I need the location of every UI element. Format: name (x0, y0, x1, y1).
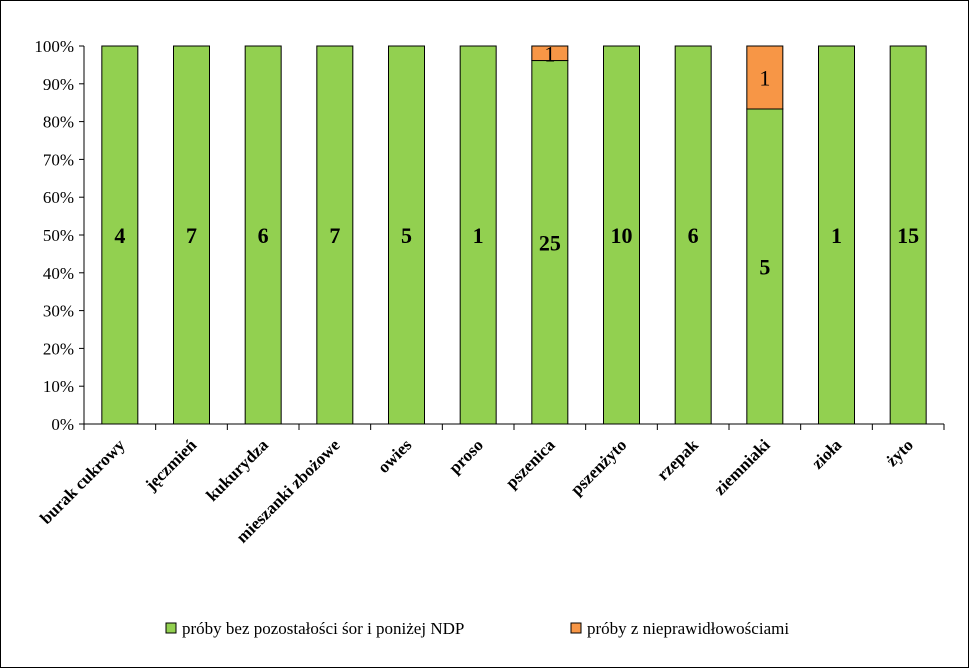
y-tick-label: 80% (43, 113, 74, 132)
bar-segment-ok (459, 45, 497, 425)
legend-label: próby bez pozostałości śor i poniżej NDP (182, 619, 464, 638)
data-label: 10 (611, 223, 633, 248)
legend: próby bez pozostałości śor i poniżej NDP… (165, 619, 789, 638)
data-label: 1 (544, 41, 555, 66)
y-tick-label: 70% (43, 150, 74, 169)
data-label: 1 (831, 223, 842, 248)
data-label: 5 (759, 255, 770, 280)
category-label: kukurydza (202, 435, 272, 505)
category-label: pszenżyto (567, 435, 631, 499)
data-label: 15 (897, 223, 919, 248)
data-label: 7 (186, 223, 197, 248)
category-label: burak cukrowy (36, 435, 129, 528)
axes: 0% 10% 20% 30% 40% 50% 60% 70% 80% 90% 100% (34, 37, 945, 434)
y-tick-label: 90% (43, 75, 74, 94)
y-tick-label: 60% (43, 188, 74, 207)
bar-segment-ok (603, 45, 640, 425)
y-tick-label: 0% (51, 415, 74, 434)
y-tick-label: 20% (43, 339, 74, 358)
bar-segment-ok (101, 45, 139, 425)
data-label: 25 (539, 230, 561, 255)
y-tick-label: 10% (43, 377, 74, 396)
data-label: 6 (258, 223, 269, 248)
data-label: 4 (114, 223, 125, 248)
data-label: 6 (688, 223, 699, 248)
bar-segment-irregular (531, 45, 569, 62)
y-tick-label: 50% (43, 226, 74, 245)
data-label: 7 (329, 223, 340, 248)
data-label: 1 (759, 66, 770, 91)
category-label: zioła (808, 435, 846, 473)
bars (101, 45, 927, 425)
bar-segment-ok (388, 45, 425, 425)
category-label: jęczmień (141, 435, 201, 495)
category-label: owies (374, 435, 416, 477)
bar-segment-ok (889, 45, 927, 425)
bar-segment-ok (316, 45, 354, 425)
category-label: proso (445, 435, 487, 477)
category-label: żyto (882, 435, 917, 470)
bar-segment-ok (244, 45, 282, 425)
legend-swatch (570, 622, 582, 634)
data-label: 5 (401, 223, 412, 248)
category-label: ziemniaki (710, 435, 774, 499)
y-tick-label: 100% (34, 37, 74, 56)
bar-segment-ok (173, 45, 210, 425)
bar-segment-ok (818, 45, 855, 425)
y-tick-label: 30% (43, 302, 74, 321)
bar-segment-ok (674, 45, 712, 425)
bar-segment-ok (531, 60, 569, 425)
category-label: rzepak (653, 435, 702, 484)
category-label: pszenica (502, 435, 559, 492)
data-label: 1 (473, 223, 484, 248)
y-tick-label: 40% (43, 264, 74, 283)
legend-swatch (165, 622, 177, 634)
legend-label: próby z nieprawidłowościami (587, 619, 789, 638)
data-labels: 4 7 6 7 5 1 25 1 10 6 5 1 1 15 (114, 41, 919, 279)
category-labels: burak cukrowy jęczmień kukurydzamieszanki … (36, 435, 917, 547)
bar-segment-irregular (746, 45, 784, 110)
bar-segment-ok (746, 108, 784, 425)
